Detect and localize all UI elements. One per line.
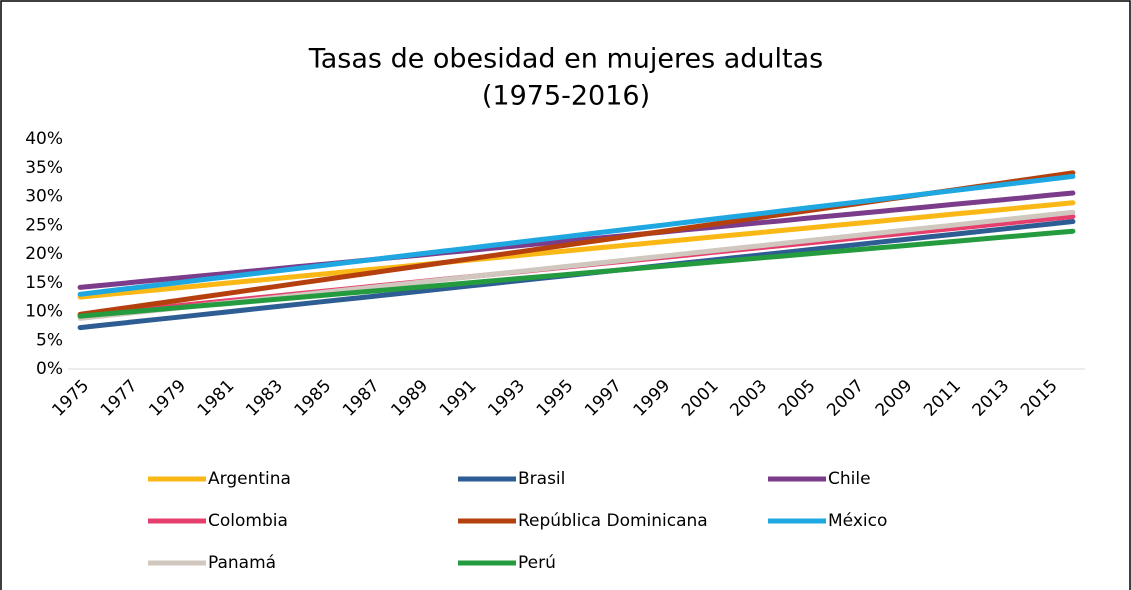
x-tick-label: 1983: [242, 376, 287, 421]
legend-label: Panamá: [208, 553, 276, 573]
legend-label: República Dominicana: [518, 511, 708, 531]
legend-label: México: [828, 511, 887, 531]
x-tick-label: 2003: [726, 376, 771, 421]
x-tick-label: 2005: [775, 376, 820, 421]
x-tick-label: 1979: [145, 376, 190, 421]
y-tick-label: 5%: [36, 330, 63, 350]
y-tick-label: 25%: [25, 215, 63, 235]
y-tick-label: 35%: [25, 158, 63, 178]
x-tick-label: 2013: [969, 376, 1014, 421]
y-tick-label: 15%: [25, 273, 63, 293]
x-tick-label: 1977: [97, 376, 142, 421]
series-line: [77, 228, 1076, 319]
x-tick-label: 1995: [533, 376, 578, 421]
series-line: [77, 200, 1076, 300]
chart-title: Tasas de obesidad en mujeres adultas: [308, 44, 824, 75]
y-tick-label: 0%: [36, 359, 63, 379]
legend-label: Colombia: [208, 511, 288, 531]
x-tick-label: 1985: [291, 376, 336, 421]
x-tick-label: 1981: [194, 376, 239, 421]
legend-label: Brasil: [518, 469, 565, 489]
series-line: [77, 173, 1076, 297]
legend-label: Argentina: [208, 469, 291, 489]
legend-label: Perú: [518, 553, 556, 573]
x-tick-label: 2007: [823, 376, 868, 421]
chart-subtitle: (1975-2016): [482, 81, 650, 112]
x-tick-label: 2009: [872, 376, 917, 421]
x-tick-label: 2001: [678, 376, 723, 421]
y-tick-label: 20%: [25, 244, 63, 264]
y-tick-label: 30%: [25, 187, 63, 207]
legend-label: Chile: [828, 469, 871, 489]
x-tick-label: 1997: [581, 376, 626, 421]
series-line: [77, 190, 1076, 290]
y-tick-label: 40%: [25, 129, 63, 149]
y-tick-label: 10%: [25, 302, 63, 322]
x-tick-label: 2011: [920, 376, 965, 421]
x-tick-label: 1991: [436, 376, 481, 421]
x-tick-label: 2015: [1017, 376, 1062, 421]
x-tick-label: 1975: [48, 376, 93, 421]
x-tick-label: 1989: [387, 376, 432, 421]
x-tick-label: 1993: [484, 376, 529, 421]
x-tick-label: 1987: [339, 376, 384, 421]
x-tick-label: 1999: [630, 376, 675, 421]
